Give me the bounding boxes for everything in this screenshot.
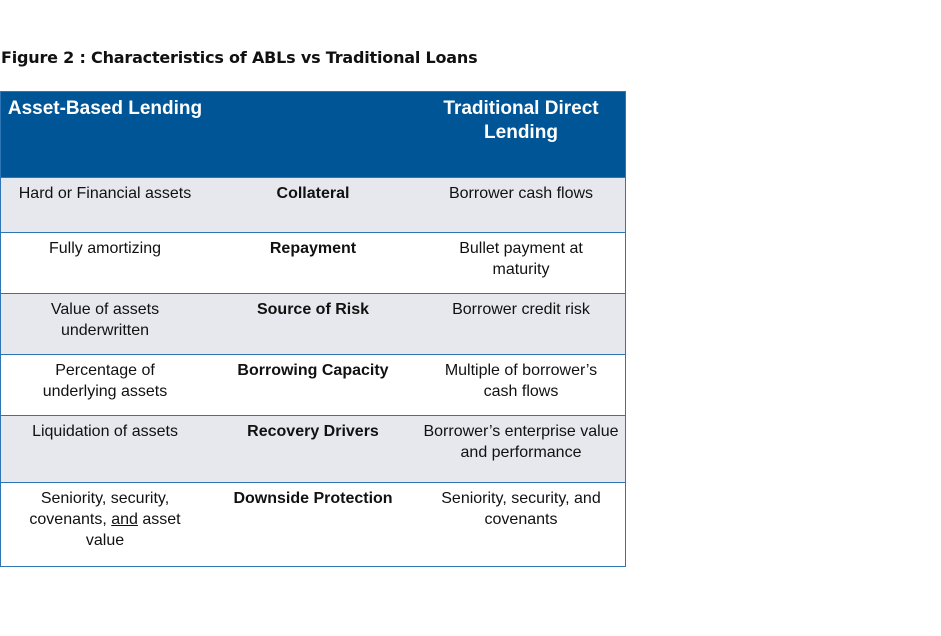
header-asset-based-lending: Asset-Based Lending	[7, 98, 203, 119]
traditional-cell: Borrower’s enterprise value and performa…	[417, 414, 625, 482]
traditional-cell: Bullet payment at maturity	[417, 231, 625, 293]
characteristic-cell: Borrowing Capacity	[209, 353, 417, 415]
header-traditional-direct-lending: Traditional Direct Lending	[443, 98, 599, 143]
abl-cell-underlined-and: and	[111, 510, 138, 528]
abl-cell: Value of assets underwritten	[1, 292, 209, 354]
table-row: Seniority, security, covenants, and asse…	[1, 481, 625, 566]
characteristic-cell: Downside Protection	[209, 481, 417, 566]
abl-cell-text-part: asset value	[85, 510, 181, 549]
header-characteristic	[209, 92, 417, 177]
table-header-row: Asset-Based Lending Traditional Direct L…	[1, 92, 625, 177]
traditional-cell: Borrower credit risk	[417, 292, 625, 354]
characteristic-cell: Source of Risk	[209, 292, 417, 354]
abl-cell-text-part: Seniority, security, covenants,	[29, 489, 170, 528]
comparison-table-grid: Asset-Based Lending Traditional Direct L…	[1, 92, 625, 566]
table-row: Hard or Financial assets Collateral Borr…	[1, 176, 625, 232]
traditional-cell: Borrower cash flows	[417, 176, 625, 232]
characteristic-cell: Repayment	[209, 231, 417, 293]
figure-title: Figure 2 : Characteristics of ABLs vs Tr…	[1, 48, 478, 67]
abl-cell: Hard or Financial assets	[1, 176, 209, 232]
abl-cell: Seniority, security, covenants, and asse…	[1, 481, 209, 566]
characteristic-cell: Collateral	[209, 176, 417, 232]
abl-cell: Fully amortizing	[1, 231, 209, 293]
characteristic-cell: Recovery Drivers	[209, 414, 417, 482]
comparison-table: Asset-Based Lending Traditional Direct L…	[0, 91, 626, 567]
traditional-cell: Seniority, security, and covenants	[417, 481, 625, 566]
table-row: Liquidation of assets Recovery Drivers B…	[1, 414, 625, 482]
abl-cell: Liquidation of assets	[1, 414, 209, 482]
table-row: Fully amortizing Repayment Bullet paymen…	[1, 231, 625, 293]
traditional-cell: Multiple of borrower’s cash flows	[417, 353, 625, 415]
table-row: Value of assets underwritten Source of R…	[1, 292, 625, 354]
table-row: Percentage of underlying assets Borrowin…	[1, 353, 625, 415]
abl-cell: Percentage of underlying assets	[1, 353, 209, 415]
